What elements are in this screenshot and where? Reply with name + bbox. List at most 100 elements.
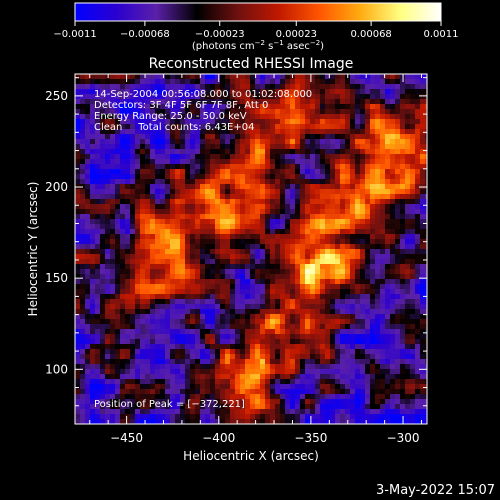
- heatmap-cell: [315, 369, 321, 375]
- heatmap-cell: [200, 359, 206, 365]
- heatmap-cell: [125, 174, 131, 180]
- heatmap-cell: [205, 74, 211, 80]
- heatmap-cell: [295, 294, 301, 300]
- heatmap-cell: [280, 104, 286, 110]
- heatmap-cell: [235, 329, 241, 335]
- heatmap-cell: [95, 189, 101, 195]
- heatmap-cell: [120, 419, 126, 424]
- heatmap-cell: [165, 394, 171, 400]
- heatmap-cell: [200, 324, 206, 330]
- heatmap-cell: [385, 74, 391, 80]
- heatmap-cell: [425, 154, 427, 160]
- heatmap-cell: [315, 319, 321, 325]
- heatmap-cell: [125, 384, 131, 390]
- heatmap-cell: [75, 394, 81, 400]
- heatmap-cell: [260, 204, 266, 210]
- heatmap-cell: [95, 209, 101, 215]
- heatmap-cell: [240, 394, 246, 400]
- heatmap-cell: [185, 294, 191, 300]
- heatmap-cell: [420, 124, 426, 130]
- heatmap-cell: [180, 189, 186, 195]
- heatmap-cell: [300, 379, 306, 385]
- heatmap-cell: [75, 144, 81, 150]
- heatmap-cell: [145, 269, 151, 275]
- heatmap-cell: [145, 354, 151, 360]
- heatmap-cell: [280, 169, 286, 175]
- heatmap-cell: [100, 229, 106, 235]
- heatmap-cell: [335, 84, 341, 90]
- heatmap-cell: [110, 329, 116, 335]
- heatmap-cell: [425, 264, 427, 270]
- heatmap-cell: [390, 344, 396, 350]
- heatmap-cell: [410, 254, 416, 260]
- heatmap-cell: [155, 274, 161, 280]
- heatmap-cell: [295, 234, 301, 240]
- heatmap-cell: [135, 259, 141, 265]
- heatmap-cell: [395, 104, 401, 110]
- heatmap-cell: [130, 259, 136, 265]
- heatmap-cell: [190, 409, 196, 415]
- heatmap-cell: [410, 219, 416, 225]
- heatmap-cell: [335, 284, 341, 290]
- heatmap-cell: [75, 369, 81, 375]
- heatmap-cell: [380, 284, 386, 290]
- heatmap-cell: [125, 134, 131, 140]
- heatmap-cell: [215, 74, 221, 80]
- heatmap-cell: [255, 84, 261, 90]
- heatmap-cell: [285, 404, 291, 410]
- heatmap-cell: [330, 184, 336, 190]
- heatmap-cell: [90, 84, 96, 90]
- heatmap-cell: [195, 369, 201, 375]
- heatmap-cell: [100, 404, 106, 410]
- heatmap-cell: [105, 164, 111, 170]
- heatmap-cell: [255, 154, 261, 160]
- heatmap-cell: [405, 234, 411, 240]
- heatmap-cell: [375, 79, 381, 85]
- heatmap-cell: [240, 269, 246, 275]
- heatmap-cell: [350, 274, 356, 280]
- heatmap-cell: [400, 224, 406, 230]
- heatmap-cell: [155, 94, 161, 100]
- heatmap-cell: [365, 404, 371, 410]
- heatmap-cell: [170, 399, 176, 405]
- heatmap-cell: [420, 164, 426, 170]
- heatmap-cell: [210, 269, 216, 275]
- heatmap-cell: [170, 329, 176, 335]
- heatmap-cell: [385, 324, 391, 330]
- heatmap-cell: [75, 334, 81, 340]
- heatmap-cell: [170, 154, 176, 160]
- heatmap-cell: [310, 74, 316, 80]
- heatmap-cell: [380, 389, 386, 395]
- heatmap-cell: [350, 404, 356, 410]
- heatmap-cell: [410, 209, 416, 215]
- heatmap-cell: [335, 274, 341, 280]
- heatmap-cell: [385, 289, 391, 295]
- heatmap-cell: [80, 364, 86, 370]
- heatmap-cell: [95, 279, 101, 285]
- heatmap-cell: [405, 349, 411, 355]
- heatmap-cell: [285, 74, 291, 80]
- heatmap-cell: [390, 114, 396, 120]
- heatmap-cell: [335, 109, 341, 115]
- heatmap-cell: [225, 394, 231, 400]
- heatmap-cell: [295, 204, 301, 210]
- heatmap-cell: [315, 384, 321, 390]
- heatmap-cell: [100, 84, 106, 90]
- heatmap-cell: [260, 299, 266, 305]
- heatmap-cell: [295, 149, 301, 155]
- heatmap-cell: [220, 339, 226, 345]
- heatmap-cell: [365, 334, 371, 340]
- heatmap-cell: [270, 384, 276, 390]
- heatmap-cell: [110, 224, 116, 230]
- heatmap-cell: [235, 394, 241, 400]
- heatmap-cell: [175, 274, 181, 280]
- heatmap-cell: [310, 269, 316, 275]
- heatmap-cell: [140, 234, 146, 240]
- heatmap-cell: [230, 179, 236, 185]
- heatmap-cell: [160, 109, 166, 115]
- heatmap-cell: [135, 299, 141, 305]
- heatmap-cell: [250, 164, 256, 170]
- heatmap-cell: [110, 109, 116, 115]
- heatmap-cell: [80, 269, 86, 275]
- heatmap-cell: [360, 314, 366, 320]
